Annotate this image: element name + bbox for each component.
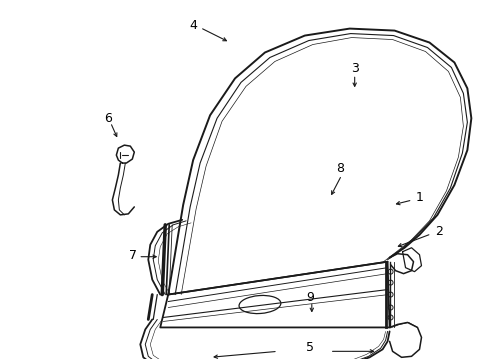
Text: 1: 1: [415, 192, 423, 204]
Text: 6: 6: [104, 112, 112, 125]
Text: 9: 9: [305, 291, 313, 304]
Text: 7: 7: [129, 249, 137, 262]
Text: 4: 4: [189, 19, 197, 32]
Text: 5: 5: [305, 341, 313, 354]
Text: 3: 3: [350, 62, 358, 75]
Text: 8: 8: [335, 162, 343, 175]
Text: 2: 2: [435, 225, 443, 238]
